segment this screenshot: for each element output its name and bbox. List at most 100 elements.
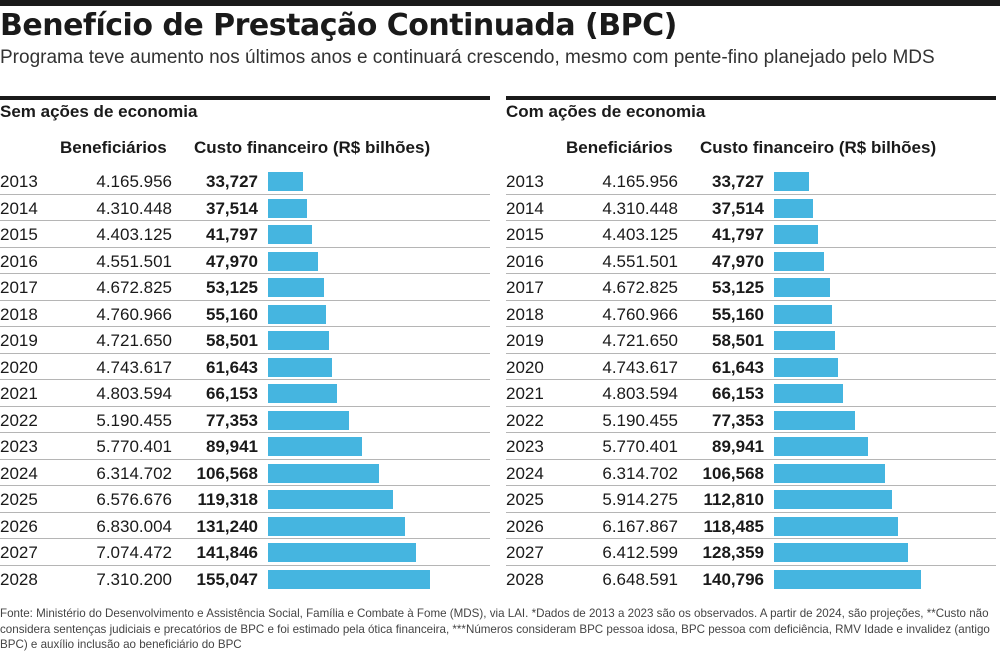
beneficiarios-value: 6.167.867 [602, 516, 678, 536]
beneficiarios-value: 5.770.401 [96, 437, 172, 456]
cost-bar [268, 304, 326, 324]
cost-bar [774, 357, 839, 377]
year-label: 2013 [0, 172, 38, 191]
cost-bar [774, 198, 814, 218]
year-label: 2022 [506, 410, 544, 430]
year-label: 2019 [0, 331, 38, 350]
cost-bar [774, 172, 810, 191]
year-label: 2021 [0, 384, 38, 403]
table-row: 2016 4.551.501 47,970 [0, 248, 490, 274]
table-row: 2028 7.310.200 155,047 [0, 566, 490, 593]
cost-bar [774, 410, 855, 430]
data-rows: 2013 4.165.956 33,727 2014 4.310.448 37,514 20… [506, 168, 996, 592]
custo-value: 141,846 [196, 543, 258, 562]
custo-value: 66,153 [712, 384, 764, 403]
year-label: 2016 [0, 251, 38, 271]
table-row: 2020 4.743.617 61,643 [506, 354, 996, 380]
cost-bar [268, 278, 324, 297]
custo-value: 140,796 [702, 569, 764, 589]
footnote: Fonte: Ministério do Desenvolvimento e A… [0, 607, 990, 651]
beneficiarios-value: 5.770.401 [602, 437, 678, 456]
cost-bar [268, 490, 393, 509]
table-row: 2018 4.760.966 55,160 [0, 301, 490, 327]
beneficiarios-value: 4.551.501 [96, 251, 172, 271]
table-row: 2023 5.770.401 89,941 [0, 433, 490, 460]
year-label: 2028 [506, 569, 544, 589]
year-label: 2017 [506, 278, 544, 297]
year-label: 2014 [506, 198, 544, 218]
custo-value: 58,501 [712, 331, 764, 350]
custo-value: 55,160 [206, 304, 258, 324]
year-label: 2021 [506, 384, 544, 403]
column-header-custo: Custo financeiro (R$ bilhões) [194, 138, 431, 157]
year-label: 2024 [0, 463, 38, 483]
custo-value: 106,568 [196, 463, 258, 483]
custo-value: 47,970 [712, 251, 764, 271]
custo-value: 128,359 [702, 543, 764, 562]
custo-value: 61,643 [712, 357, 764, 377]
cost-bar [268, 225, 312, 244]
table-row: 2019 4.721.650 58,501 [0, 327, 490, 354]
beneficiarios-value: 4.743.617 [602, 357, 678, 377]
custo-value: 89,941 [712, 437, 764, 456]
custo-value: 41,797 [206, 225, 258, 244]
beneficiarios-value: 4.760.966 [96, 304, 172, 324]
cost-bar [268, 463, 380, 483]
beneficiarios-value: 4.165.956 [96, 172, 172, 191]
cost-bar [774, 543, 909, 562]
year-label: 2013 [506, 172, 544, 191]
cost-bar [268, 410, 349, 430]
custo-value: 119,318 [197, 490, 258, 509]
table-row: 2025 5.914.275 112,810 [506, 486, 996, 513]
beneficiarios-value: 6.648.591 [602, 569, 678, 589]
panel-sem-economia: Sem ações de economia Beneficiários Cust… [0, 96, 490, 596]
beneficiarios-value: 4.672.825 [602, 278, 678, 297]
beneficiarios-value: 5.914.275 [602, 490, 678, 509]
table-row: 2027 6.412.599 128,359 [506, 539, 996, 566]
beneficiarios-value: 7.310.200 [96, 569, 172, 589]
table-row: 2025 6.576.676 119,318 [0, 486, 490, 513]
table-row: 2023 5.770.401 89,941 [506, 433, 996, 460]
cost-bar [774, 331, 836, 350]
cost-bar [774, 225, 818, 244]
custo-value: 131,240 [196, 516, 258, 536]
table-row: 2018 4.760.966 55,160 [506, 301, 996, 327]
year-label: 2027 [0, 543, 38, 562]
table-row: 2014 4.310.448 37,514 [0, 195, 490, 221]
cost-bar [774, 463, 886, 483]
year-label: 2022 [0, 410, 38, 430]
data-rows: 2013 4.165.956 33,727 2014 4.310.448 37,514 20… [0, 168, 490, 592]
table-row: 2016 4.551.501 47,970 [506, 248, 996, 274]
table-row: 2015 4.403.125 41,797 [506, 221, 996, 248]
cost-bar [774, 278, 830, 297]
table-row: 2024 6.314.702 106,568 [506, 460, 996, 486]
panel-rule [506, 96, 996, 100]
beneficiarios-value: 4.760.966 [602, 304, 678, 324]
beneficiarios-value: 4.403.125 [602, 225, 678, 244]
cost-bar [268, 516, 406, 536]
custo-value: 55,160 [712, 304, 764, 324]
chart-subtitle: Programa teve aumento nos últimos anos e… [0, 47, 935, 68]
beneficiarios-value: 4.803.594 [602, 384, 678, 403]
beneficiarios-value: 5.190.455 [96, 410, 172, 430]
year-label: 2019 [506, 331, 544, 350]
panel-com-economia: Com ações de economia Beneficiários Cust… [506, 96, 996, 596]
year-label: 2018 [506, 304, 544, 324]
year-label: 2025 [0, 490, 38, 509]
custo-value: 53,125 [206, 278, 258, 297]
custo-value: 155,047 [196, 569, 258, 589]
year-label: 2025 [506, 490, 544, 509]
cost-bar [268, 198, 308, 218]
table-row: 2020 4.743.617 61,643 [0, 354, 490, 380]
beneficiarios-value: 4.803.594 [96, 384, 172, 403]
custo-value: 61,643 [206, 357, 258, 377]
beneficiarios-value: 4.310.448 [602, 198, 678, 218]
panel-title: Com ações de economia [506, 102, 706, 121]
table-row: 2026 6.167.867 118,485 [506, 513, 996, 539]
table-row: 2026 6.830.004 131,240 [0, 513, 490, 539]
chart-title: Benefício de Prestação Continuada (BPC) [0, 8, 677, 43]
table-row: 2022 5.190.455 77,353 [0, 407, 490, 433]
cost-bar [268, 357, 333, 377]
year-label: 2026 [506, 516, 544, 536]
cost-bar [774, 304, 832, 324]
